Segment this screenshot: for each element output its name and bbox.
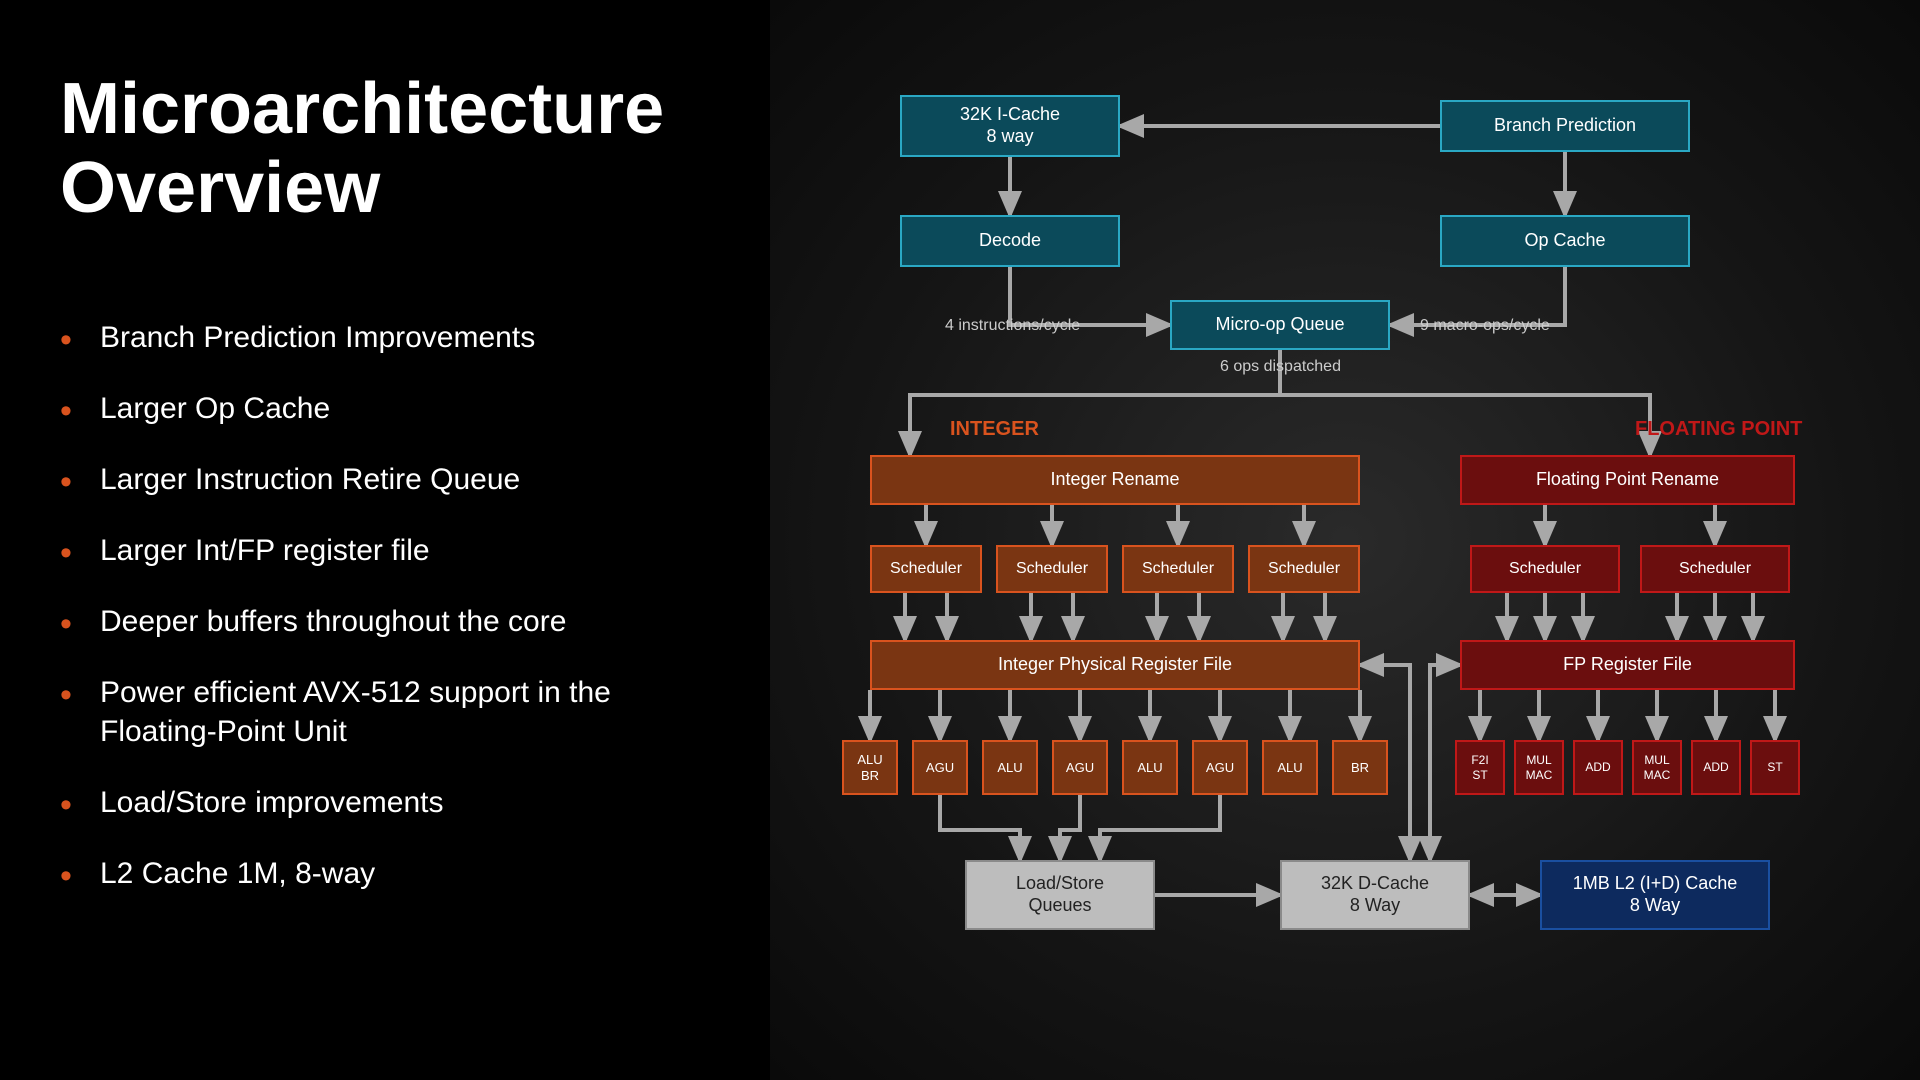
- node-opcache: Op Cache: [1440, 215, 1690, 267]
- fp-unit: MULMAC: [1632, 740, 1682, 795]
- fp-scheduler: Scheduler: [1470, 545, 1620, 593]
- fp-unit: F2IST: [1455, 740, 1505, 795]
- label-macro-ops: 9 macro-ops/cycle: [1420, 317, 1550, 335]
- int-unit: BR: [1332, 740, 1388, 795]
- node-lsq: Load/StoreQueues: [965, 860, 1155, 930]
- int-unit: ALU: [1122, 740, 1178, 795]
- int-unit: AGU: [1052, 740, 1108, 795]
- fp-unit: ST: [1750, 740, 1800, 795]
- label-floating-point: FLOATING POINT: [1635, 418, 1802, 441]
- label-instr-cycle: 4 instructions/cycle: [945, 317, 1080, 335]
- int-scheduler: Scheduler: [1122, 545, 1234, 593]
- bullet-item: Deeper buffers throughout the core: [60, 602, 720, 641]
- int-unit: ALU: [1262, 740, 1318, 795]
- int-unit: ALUBR: [842, 740, 898, 795]
- node-dcache: 32K D-Cache8 Way: [1280, 860, 1470, 930]
- label-dispatched: 6 ops dispatched: [1220, 358, 1341, 376]
- int-unit: AGU: [1192, 740, 1248, 795]
- bullet-item: Load/Store improvements: [60, 783, 720, 822]
- fp-unit: ADD: [1573, 740, 1623, 795]
- bullet-item: Branch Prediction Improvements: [60, 318, 720, 357]
- int-scheduler: Scheduler: [870, 545, 982, 593]
- node-fp_rename: Floating Point Rename: [1460, 455, 1795, 505]
- node-fp_prf: FP Register File: [1460, 640, 1795, 690]
- node-int_prf: Integer Physical Register File: [870, 640, 1360, 690]
- int-scheduler: Scheduler: [996, 545, 1108, 593]
- bullet-item: Power efficient AVX-512 support in the F…: [60, 673, 720, 751]
- fp-unit: ADD: [1691, 740, 1741, 795]
- bullet-list: Branch Prediction Improvements Larger Op …: [60, 318, 720, 893]
- int-scheduler: Scheduler: [1248, 545, 1360, 593]
- bullet-item: Larger Int/FP register file: [60, 531, 720, 570]
- node-l2: 1MB L2 (I+D) Cache8 Way: [1540, 860, 1770, 930]
- bullet-item: Larger Instruction Retire Queue: [60, 460, 720, 499]
- int-unit: ALU: [982, 740, 1038, 795]
- fp-unit: MULMAC: [1514, 740, 1564, 795]
- fp-scheduler: Scheduler: [1640, 545, 1790, 593]
- node-icache: 32K I-Cache8 way: [900, 95, 1120, 157]
- diagram-panel: 4 instructions/cycle 9 macro-ops/cycle 6…: [770, 0, 1920, 1080]
- diagram: 4 instructions/cycle 9 macro-ops/cycle 6…: [770, 0, 1920, 1080]
- left-panel: Microarchitecture Overview Branch Predic…: [0, 0, 770, 1080]
- int-unit: AGU: [912, 740, 968, 795]
- slide-title: Microarchitecture Overview: [60, 70, 720, 228]
- node-int_rename: Integer Rename: [870, 455, 1360, 505]
- bullet-item: L2 Cache 1M, 8-way: [60, 854, 720, 893]
- node-uopq: Micro-op Queue: [1170, 300, 1390, 350]
- node-decode: Decode: [900, 215, 1120, 267]
- node-branch: Branch Prediction: [1440, 100, 1690, 152]
- label-integer: INTEGER: [950, 418, 1039, 441]
- bullet-item: Larger Op Cache: [60, 389, 720, 428]
